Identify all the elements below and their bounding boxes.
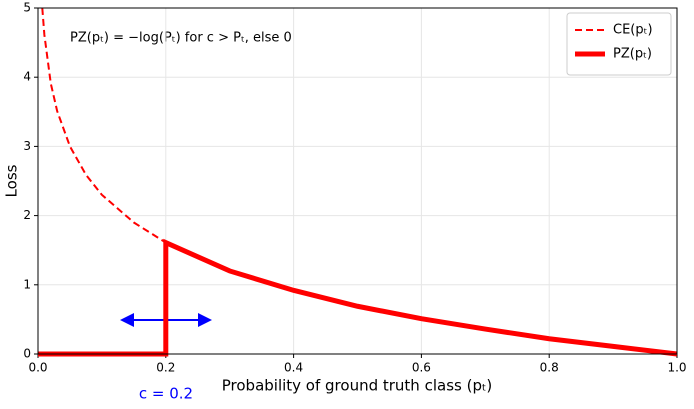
- x-tick-label: 0.2: [156, 361, 175, 375]
- legend-label: CE(pₜ): [613, 23, 653, 38]
- x-tick-label: 0.0: [28, 361, 47, 375]
- legend: CE(pₜ) PZ(pₜ): [566, 12, 672, 76]
- x-axis-label: Probability of ground truth class (pₜ): [222, 377, 493, 395]
- y-axis-label: Loss: [3, 164, 21, 197]
- threshold-label: c = 0.2: [139, 385, 193, 403]
- y-tick-label: 2: [23, 208, 31, 222]
- legend-label: PZ(pₜ): [613, 47, 652, 62]
- x-tick-label: 0.8: [540, 361, 559, 375]
- annotation: PZ(pₜ) = −log(Pₜ) for c > Pₜ, else 0: [70, 31, 292, 46]
- x-tick-label: 1.0: [667, 361, 686, 375]
- x-tick-label: 0.6: [412, 361, 431, 375]
- line: [38, 238, 678, 357]
- y-tick-label: 0: [23, 347, 31, 361]
- legend-box: [566, 12, 672, 76]
- x-tick-label: 0.4: [284, 361, 303, 375]
- y-tick-label: 1: [23, 277, 31, 291]
- y-tick-label: 3: [23, 139, 31, 153]
- plot-frame: [37, 7, 678, 355]
- y-tick-label: 5: [23, 1, 31, 15]
- y-tick-label: 4: [23, 70, 31, 84]
